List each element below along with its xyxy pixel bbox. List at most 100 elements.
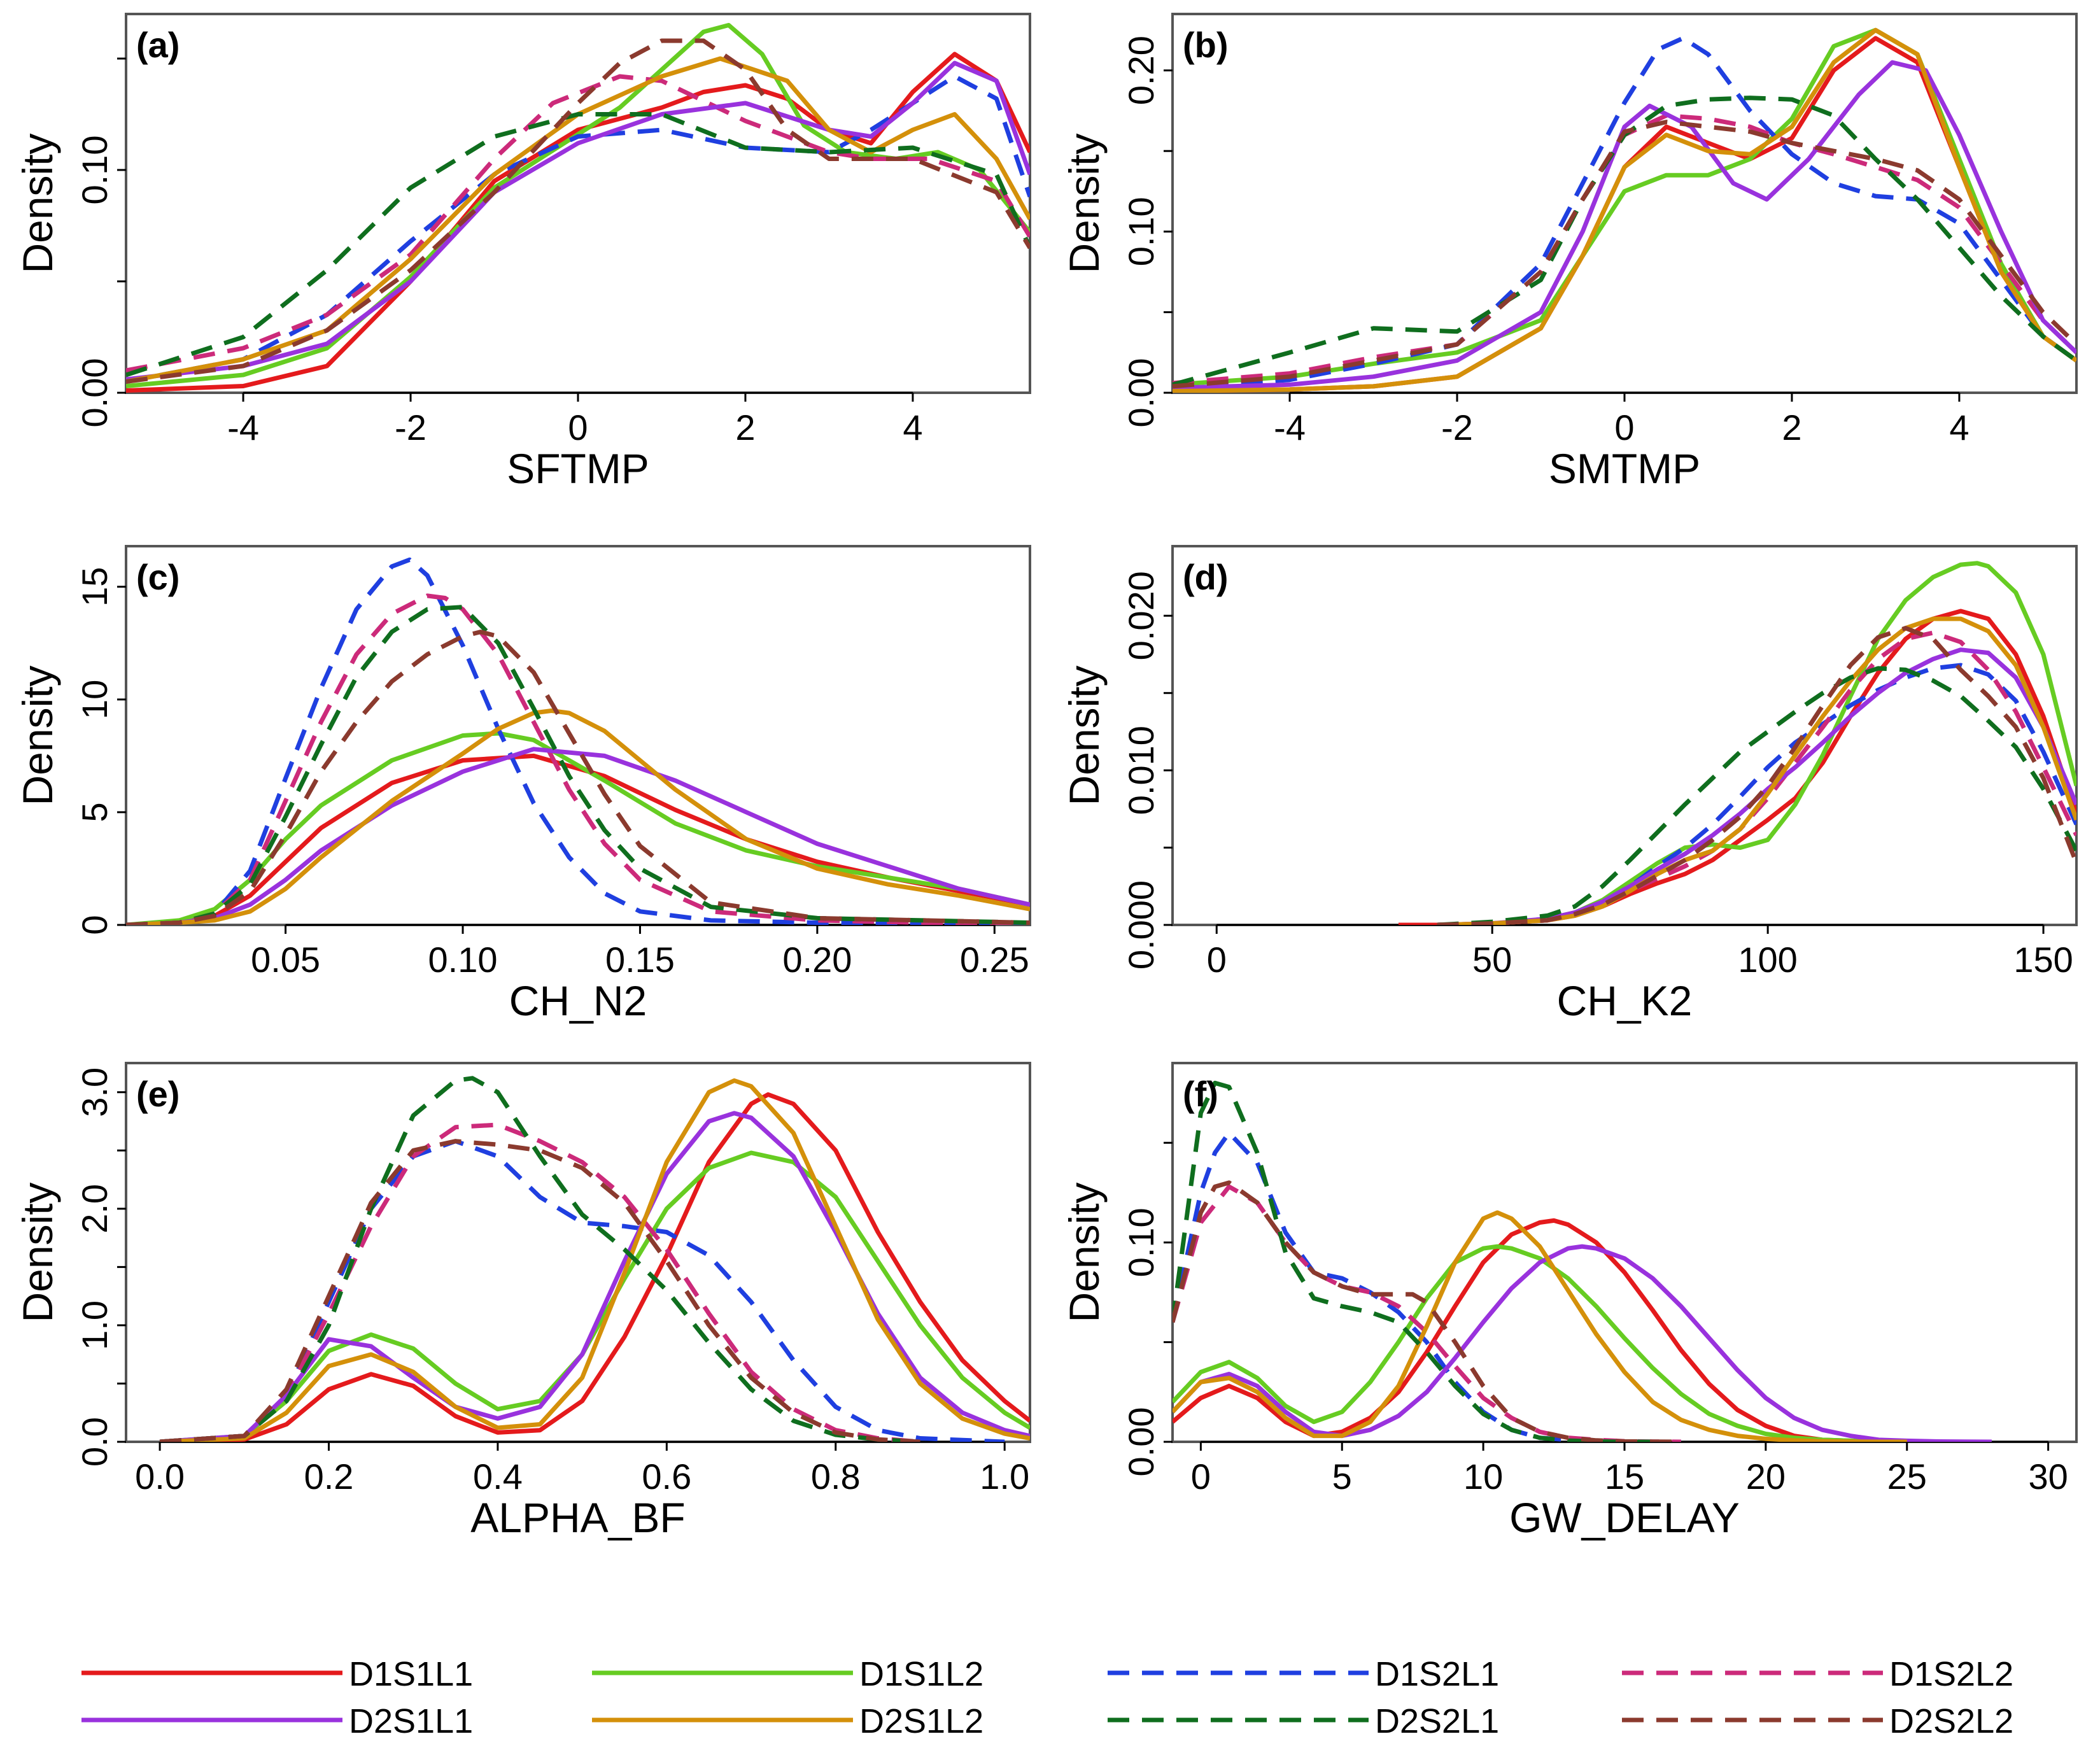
series-line-d1s1l2 [1173, 27, 2076, 387]
panel-d: 0 50 100 150 0.000 0.010 0.020 CH_K2 Density (d) [1061, 545, 2078, 1024]
y-tick-label: 0.20 [1121, 36, 1161, 105]
series-line-d2s2l1 [126, 605, 1030, 925]
series-lines [1399, 561, 2076, 925]
plot-frame [1171, 13, 2078, 394]
panel-label: (c) [136, 557, 180, 597]
series-line-d1s2l2 [1173, 113, 2076, 386]
legend-label: D2S1L1 [349, 1702, 473, 1740]
legend-item-d1s1l2: D1S1L2 [592, 1655, 983, 1693]
series-line-d1s1l2 [1519, 561, 2076, 924]
series-line-d2s1l2 [126, 708, 1030, 925]
series-line-d2s1l2 [1173, 27, 2076, 393]
panel-label: (a) [136, 25, 180, 65]
y-axis-title: Density [1061, 1182, 1108, 1322]
x-tick-label: 0.25 [960, 940, 1029, 980]
x-axis-title: SMTMP [1549, 445, 1700, 492]
x-tick-label: 10 [1463, 1456, 1503, 1497]
x-tick-label: 0.6 [642, 1456, 691, 1497]
panel-label: (d) [1183, 557, 1229, 597]
x-tick-label: 0.4 [473, 1456, 523, 1497]
series-line-d1s2l2 [126, 74, 1030, 373]
y-tick-label: 0.10 [1121, 197, 1161, 266]
y-tick-label: 5 [74, 802, 115, 822]
x-axis-title: CH_N2 [509, 977, 647, 1024]
x-tick-label: 0.8 [811, 1456, 861, 1497]
series-lines [159, 1076, 1030, 1442]
plot-frame [125, 13, 1031, 394]
plot-frame [1171, 1062, 2078, 1443]
series-line-d2s2l2 [159, 1139, 920, 1442]
series-lines [1173, 1080, 1992, 1442]
series-line-d1s1l2 [1173, 1244, 1907, 1442]
panel-f: 0 5 10 15 20 25 30 0.00 0.10 GW_DELAY Density (f) [1061, 1062, 2078, 1541]
legend-item-d2s2l1: D2S2L1 [1108, 1702, 1499, 1740]
series-lines [126, 557, 1030, 925]
series-line-d1s2l2 [1437, 630, 2076, 925]
y-tick-label: 3.0 [74, 1068, 115, 1117]
y-tick-label: 0.010 [1121, 726, 1161, 815]
series-line-d1s1l1 [126, 52, 1030, 393]
x-tick-label: 0.0 [135, 1456, 185, 1497]
y-tick-label: 0.00 [1121, 1407, 1161, 1477]
series-line-d1s2l1 [159, 1139, 1005, 1442]
series-line-d2s2l2 [126, 630, 1030, 925]
x-tick-label: 50 [1472, 940, 1512, 980]
series-line-d1s1l2 [126, 23, 1030, 388]
y-tick-label: 0.10 [74, 136, 115, 205]
x-tick-label: -2 [395, 407, 426, 448]
series-line-d2s2l1 [1437, 666, 2076, 925]
panel-a: -4 -2 0 2 4 0.00 0.10 SFTMP Density (a) [14, 13, 1031, 492]
legend-label: D1S1L2 [859, 1655, 983, 1693]
series-line-d1s1l1 [160, 1092, 1030, 1442]
series-line-d1s2l1 [1173, 36, 2076, 390]
x-tick-label: 0 [1207, 940, 1227, 980]
legend-label: D2S1L2 [859, 1702, 983, 1740]
series-line-d2s2l1 [1173, 95, 2076, 387]
x-axis-title: GW_DELAY [1509, 1494, 1740, 1541]
y-axis-title: Density [14, 1182, 61, 1322]
legend-label: D2S2L1 [1375, 1702, 1499, 1740]
legend-item-d2s1l1: D2S1L1 [81, 1702, 473, 1740]
panel-e: 0.0 0.2 0.4 0.6 0.8 1.0 0.0 1.0 2.0 3.0 ALPHA_BF De… [14, 1062, 1031, 1541]
panel-label: (e) [136, 1074, 180, 1114]
x-tick-label: 0 [1191, 1456, 1211, 1497]
series-line-d1s2l1 [126, 74, 1030, 384]
x-axis-title: CH_K2 [1557, 977, 1693, 1024]
panel-label: (b) [1183, 25, 1229, 65]
x-tick-label: 2 [735, 407, 755, 448]
y-tick-label: 1.0 [74, 1300, 115, 1350]
x-tick-label: 4 [903, 407, 922, 448]
x-tick-label: 150 [2013, 940, 2073, 980]
series-line-d2s2l2 [1173, 120, 2076, 389]
series-line-d2s2l1 [159, 1076, 920, 1442]
y-axis-title: Density [14, 665, 61, 805]
y-axis-title: Density [1061, 133, 1108, 273]
y-tick-label: 10 [74, 680, 115, 719]
series-line-d1s2l2 [159, 1122, 920, 1442]
plot-frame [1171, 545, 2078, 926]
y-tick-label: 0.0 [74, 1417, 115, 1467]
x-tick-label: -4 [227, 407, 259, 448]
panel-c: 0.05 0.10 0.15 0.20 0.25 0 5 10 15 CH_N2 Density (c… [14, 545, 1031, 1024]
x-tick-label: 1.0 [980, 1456, 1029, 1497]
x-tick-label: 15 [1605, 1456, 1644, 1497]
y-tick-label: 0.020 [1121, 571, 1161, 660]
x-tick-label: 0.2 [304, 1456, 354, 1497]
x-tick-label: 2 [1782, 407, 1801, 448]
x-tick-label: 0.20 [782, 940, 852, 980]
y-tick-label: 2.0 [74, 1184, 115, 1234]
legend-label: D2S2L2 [1889, 1702, 2013, 1740]
x-tick-label: 0.10 [428, 940, 498, 980]
series-line-d2s1l2 [126, 56, 1030, 384]
x-tick-label: 25 [1887, 1456, 1927, 1497]
series-lines [1173, 27, 2076, 393]
legend-label: D1S1L1 [349, 1655, 473, 1693]
y-tick-label: 0.10 [1121, 1208, 1161, 1277]
series-line-d2s1l1 [1173, 60, 2076, 390]
series-line-d2s1l1 [126, 60, 1030, 382]
series-line-d2s1l2 [1173, 1210, 1907, 1442]
legend: D1S1L1 D1S1L2 D1S2L1 D1S2L2 D2S1L1 D2S1L2 D2S2… [81, 1655, 2013, 1740]
y-tick-label: 15 [74, 567, 115, 607]
